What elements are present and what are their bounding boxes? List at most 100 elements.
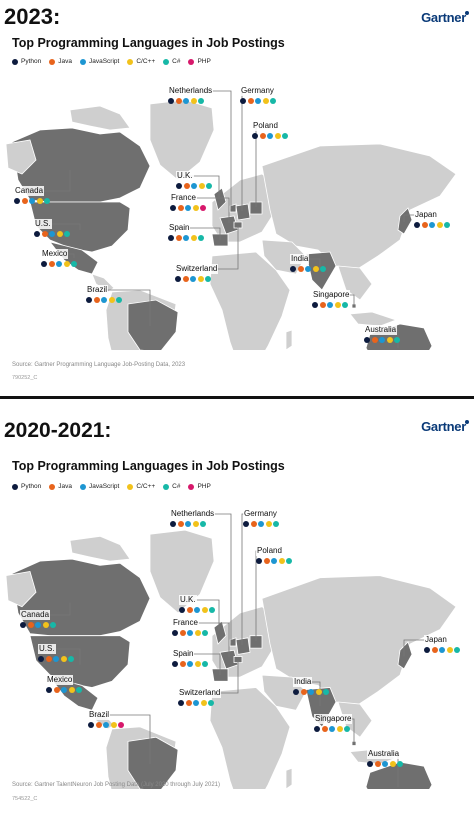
- language-dot-c-: [394, 337, 400, 343]
- legend-dot: [12, 58, 18, 65]
- language-dot-c-: [64, 231, 70, 237]
- country-name: Japan: [424, 635, 448, 645]
- language-dot-c-c-: [446, 647, 453, 653]
- language-dot-c-: [397, 761, 403, 767]
- country-label-france: France: [172, 618, 208, 636]
- country-name: France: [170, 193, 197, 203]
- country-label-mexico: Mexico: [46, 675, 82, 693]
- language-dot-javascript: [382, 761, 388, 767]
- language-dot-python: [364, 337, 370, 343]
- legend-label: Java: [58, 58, 72, 65]
- legend-label: JavaScript: [88, 58, 120, 65]
- source-note: Source: Gartner Programming Language Job…: [12, 362, 186, 368]
- language-dot-javascript: [193, 700, 199, 706]
- language-dot-javascript: [191, 183, 197, 189]
- language-dot-python: [414, 222, 420, 228]
- language-dot-python: [170, 521, 176, 527]
- brazil-shape: [127, 299, 179, 350]
- legend-item-java: Java: [49, 58, 72, 65]
- language-dot-c-: [454, 647, 460, 653]
- language-dot-python: [424, 647, 430, 653]
- language-dot-c-c-: [315, 689, 322, 695]
- language-dot-javascript: [308, 689, 314, 695]
- language-dots: [240, 98, 276, 104]
- language-dot-java: [95, 722, 102, 728]
- language-dot-javascript: [35, 622, 41, 628]
- legend-item-c-c-: C/C++: [127, 483, 155, 490]
- language-dot-c-c-: [190, 98, 197, 104]
- language-dot-python: [88, 722, 94, 728]
- country-label-u-s-: U.S.: [34, 219, 70, 237]
- language-dot-c-c-: [36, 198, 43, 204]
- madagascar-shape: [285, 329, 293, 350]
- germany-shape: [235, 637, 251, 655]
- language-dot-java: [53, 687, 60, 693]
- language-dot-python: [170, 205, 176, 211]
- country-label-singapore: Singapore: [314, 714, 353, 732]
- language-dot-javascript: [258, 521, 264, 527]
- language-dot-c-: [320, 266, 326, 272]
- language-dots: [34, 231, 70, 237]
- country-name: Australia: [364, 325, 398, 335]
- language-dot-c-: [323, 689, 329, 695]
- language-dot-java: [27, 622, 34, 628]
- language-dot-java: [250, 521, 257, 527]
- country-label-india: India: [293, 677, 329, 695]
- language-dot-java: [247, 98, 254, 104]
- language-dot-c-c-: [336, 726, 343, 732]
- language-legend: Python Java JavaScript C/C++ C# PHP: [12, 58, 211, 65]
- section-divider: [0, 396, 474, 399]
- language-dots: [170, 521, 206, 527]
- language-dot-javascript: [185, 521, 191, 527]
- panel-2023: 2023: Gartner Top Programming Languages …: [0, 0, 474, 395]
- chart-title: Top Programming Languages in Job Posting…: [12, 36, 285, 50]
- language-dot-python: [168, 235, 174, 241]
- legend-dot: [127, 58, 134, 65]
- language-dots: [175, 276, 211, 282]
- country-name: Germany: [240, 86, 275, 96]
- language-legend: Python Java JavaScript C/C++ C# PHP: [12, 483, 211, 490]
- language-dot-javascript: [103, 722, 109, 728]
- language-dot-c-: [286, 558, 292, 564]
- legend-dot: [127, 483, 134, 490]
- language-dot-python: [38, 656, 44, 662]
- language-dot-c-c-: [108, 297, 115, 303]
- language-dots: [86, 297, 122, 303]
- legend-label: Java: [58, 483, 72, 490]
- language-dot-c-: [68, 656, 74, 662]
- language-dots: [179, 607, 215, 613]
- language-dot-python: [20, 622, 26, 628]
- country-name: Singapore: [312, 290, 351, 300]
- language-dot-java: [259, 133, 266, 139]
- country-name: U.S.: [34, 219, 52, 229]
- language-dots: [178, 700, 214, 706]
- language-dot-javascript: [61, 687, 67, 693]
- language-dot-c-c-: [389, 761, 396, 767]
- language-dot-javascript: [183, 98, 189, 104]
- language-dots: [20, 622, 56, 628]
- language-dot-python: [172, 630, 178, 636]
- language-dot-c-c-: [274, 133, 281, 139]
- language-dot-python: [256, 558, 262, 564]
- language-dot-java: [45, 656, 52, 662]
- language-dot-php: [118, 722, 124, 728]
- language-dot-python: [41, 261, 47, 267]
- country-label-netherlands: Netherlands: [170, 509, 216, 527]
- language-dot-c-: [116, 297, 122, 303]
- panel-2020-2021: 2020-2021: Gartner Top Programming Langu…: [0, 403, 474, 840]
- language-dot-c-c-: [190, 235, 197, 241]
- africa-shape: [209, 687, 291, 789]
- language-dots: [170, 205, 206, 211]
- language-dot-java: [183, 183, 190, 189]
- language-dot-c-c-: [42, 622, 49, 628]
- language-dot-javascript: [429, 222, 435, 228]
- legend-item-c-: C#: [163, 483, 180, 490]
- language-dot-c-: [209, 607, 215, 613]
- legend-item-c-c-: C/C++: [127, 58, 155, 65]
- japan-shape: [397, 207, 413, 235]
- language-dot-javascript: [101, 297, 107, 303]
- legend-dot: [163, 58, 170, 65]
- language-dot-c-: [198, 98, 204, 104]
- language-dot-java: [186, 607, 193, 613]
- language-dot-c-: [208, 700, 214, 706]
